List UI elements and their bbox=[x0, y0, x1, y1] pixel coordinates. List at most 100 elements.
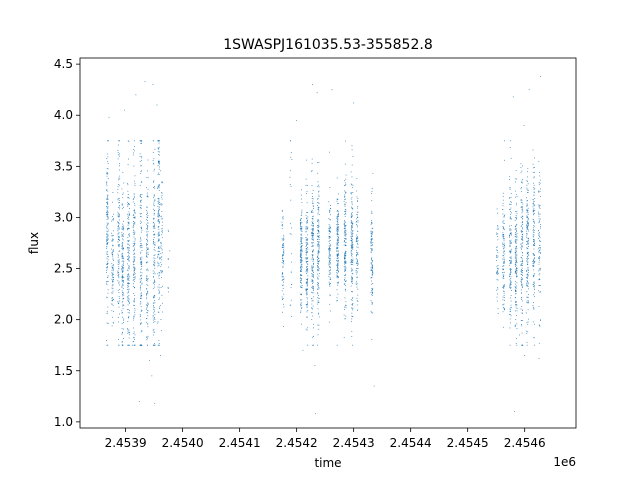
data-point bbox=[522, 344, 523, 346]
data-point bbox=[306, 293, 308, 295]
data-point bbox=[133, 301, 135, 303]
data-point bbox=[141, 247, 143, 248]
data-point bbox=[107, 140, 108, 142]
data-point bbox=[538, 279, 540, 281]
data-point bbox=[106, 228, 108, 229]
data-point bbox=[522, 309, 524, 311]
data-point bbox=[344, 274, 346, 276]
data-point bbox=[283, 326, 284, 327]
data-point bbox=[301, 258, 302, 260]
data-point bbox=[328, 257, 330, 259]
data-point bbox=[140, 231, 142, 233]
data-point bbox=[106, 222, 108, 224]
data-point bbox=[147, 195, 149, 197]
data-point bbox=[117, 302, 119, 304]
data-point bbox=[147, 280, 149, 282]
data-point bbox=[306, 273, 307, 274]
data-point bbox=[152, 152, 154, 154]
data-point bbox=[345, 267, 347, 269]
data-point bbox=[539, 252, 541, 254]
data-point bbox=[372, 232, 374, 233]
data-point bbox=[496, 256, 498, 258]
data-point bbox=[527, 321, 529, 323]
data-point bbox=[538, 182, 540, 183]
data-point bbox=[371, 288, 373, 289]
data-point bbox=[290, 156, 292, 158]
data-point bbox=[159, 202, 160, 203]
data-point bbox=[522, 182, 524, 184]
data-point bbox=[107, 280, 109, 282]
data-point bbox=[117, 260, 119, 262]
data-point bbox=[356, 246, 358, 248]
data-point bbox=[521, 267, 523, 269]
data-point bbox=[154, 267, 156, 269]
data-point bbox=[106, 214, 108, 215]
data-point bbox=[509, 235, 510, 237]
data-point bbox=[121, 236, 123, 238]
data-point bbox=[307, 234, 309, 236]
data-point bbox=[107, 251, 109, 253]
data-point bbox=[509, 240, 511, 242]
data-point bbox=[497, 308, 499, 310]
data-point bbox=[350, 246, 352, 248]
data-point bbox=[356, 214, 358, 216]
data-point bbox=[132, 319, 134, 321]
data-point bbox=[337, 247, 339, 248]
data-point bbox=[526, 279, 528, 281]
data-point bbox=[282, 243, 283, 245]
data-point bbox=[282, 245, 284, 246]
data-point bbox=[282, 218, 284, 220]
data-point bbox=[159, 209, 161, 211]
data-point bbox=[289, 170, 291, 172]
data-point bbox=[111, 287, 113, 289]
data-point bbox=[527, 209, 529, 211]
data-point bbox=[122, 238, 123, 240]
data-point bbox=[283, 306, 285, 308]
data-point bbox=[533, 241, 535, 243]
data-point bbox=[118, 232, 120, 234]
data-point bbox=[112, 252, 113, 254]
data-point bbox=[306, 193, 308, 194]
data-point bbox=[118, 199, 120, 201]
data-point bbox=[158, 275, 160, 277]
data-point bbox=[344, 205, 346, 207]
data-point bbox=[345, 184, 347, 185]
data-point bbox=[311, 228, 313, 230]
data-point bbox=[312, 280, 314, 282]
data-point bbox=[355, 241, 357, 243]
data-point bbox=[313, 274, 314, 276]
data-point bbox=[509, 209, 510, 211]
data-point bbox=[128, 295, 130, 296]
data-point bbox=[152, 84, 154, 85]
data-point bbox=[328, 236, 330, 238]
data-point bbox=[317, 198, 319, 200]
data-point bbox=[139, 241, 141, 242]
data-point bbox=[538, 259, 540, 261]
data-point bbox=[128, 317, 129, 319]
data-point bbox=[336, 198, 338, 200]
data-point bbox=[351, 221, 353, 223]
data-point bbox=[127, 184, 129, 186]
data-point bbox=[158, 146, 160, 148]
data-point bbox=[122, 277, 123, 279]
data-point bbox=[502, 268, 504, 270]
data-point bbox=[306, 329, 308, 331]
data-point bbox=[533, 205, 535, 207]
data-point bbox=[122, 276, 124, 278]
data-point bbox=[503, 258, 505, 260]
data-point bbox=[329, 240, 331, 241]
data-point bbox=[132, 243, 134, 245]
data-point bbox=[344, 290, 346, 292]
data-point bbox=[140, 213, 141, 215]
data-point bbox=[356, 237, 357, 239]
data-point bbox=[351, 336, 353, 337]
data-point bbox=[312, 228, 313, 229]
data-point bbox=[527, 241, 529, 243]
data-point bbox=[167, 259, 169, 260]
data-point bbox=[328, 230, 330, 232]
data-point bbox=[351, 184, 353, 186]
data-point bbox=[345, 211, 346, 213]
data-point bbox=[344, 252, 346, 254]
data-point bbox=[158, 228, 160, 230]
data-point bbox=[133, 337, 135, 339]
